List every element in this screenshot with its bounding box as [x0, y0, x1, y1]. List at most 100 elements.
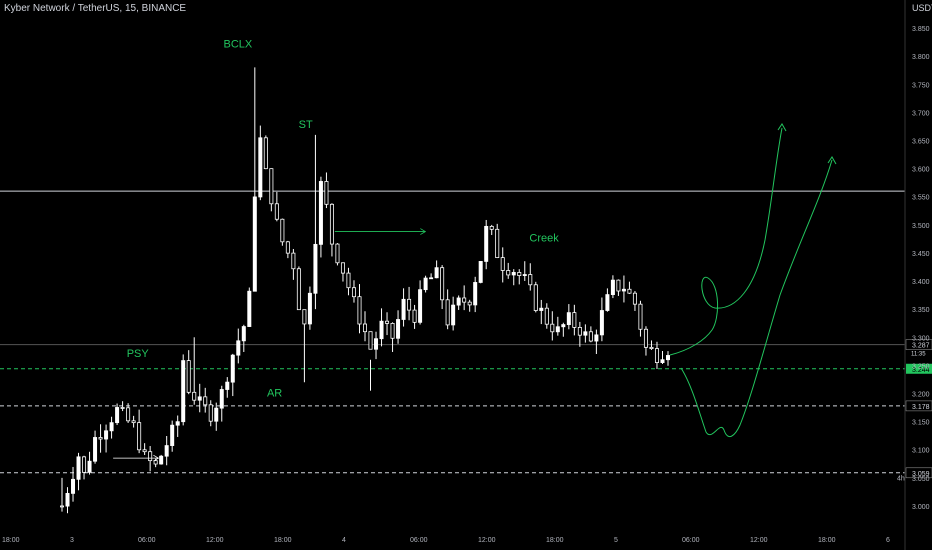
candle-body: [660, 359, 665, 363]
x-tick-label: 4: [342, 537, 346, 544]
candle-body: [379, 320, 384, 340]
level-label-box: [906, 363, 932, 374]
candle-body: [142, 449, 147, 453]
candle-body: [456, 297, 461, 306]
candle-body: [230, 354, 235, 383]
level-label: 3.287: [912, 343, 930, 350]
x-tick-label: 06:00: [410, 537, 428, 544]
candle-body: [407, 298, 412, 311]
candle-body: [517, 272, 522, 276]
candle-body: [203, 396, 208, 406]
level-label-box: [905, 400, 932, 412]
candle-body: [539, 307, 544, 311]
candle-body: [285, 241, 290, 254]
candle-body: [291, 252, 296, 270]
candle-body: [478, 261, 483, 283]
candle-body: [104, 430, 109, 440]
candle-body: [390, 322, 395, 339]
candle-body: [550, 323, 555, 333]
y-tick-label: 3.300: [912, 335, 930, 342]
candle-body: [594, 334, 599, 342]
x-tick-label: 3: [70, 537, 74, 544]
y-tick-label: 3.000: [912, 504, 930, 511]
candle-body: [495, 228, 500, 259]
annotation-labels: BCLX ST PSY AR Creek 4h: [127, 39, 905, 483]
candle-body: [616, 279, 621, 292]
candle-body: [181, 360, 186, 423]
candle-body: [329, 203, 334, 245]
candle-body: [241, 326, 246, 342]
chart-title: Kyber Network / TetherUS, 15, BINANCE: [4, 3, 187, 14]
candle-body: [434, 267, 439, 279]
candle-body: [335, 243, 340, 264]
candle-body: [357, 296, 362, 325]
candle-body: [346, 272, 351, 289]
y-tick-label: 3.700: [912, 110, 930, 117]
annotation-arrows: [113, 228, 427, 462]
candle-body: [236, 340, 241, 356]
candle-body: [412, 309, 417, 323]
candle-body: [423, 277, 428, 291]
annotation-label: ST: [299, 119, 313, 131]
x-tick-label: 12:00: [206, 537, 224, 544]
arrow-head-icon: [420, 228, 427, 235]
candle-body: [396, 319, 401, 339]
candle-body: [583, 331, 588, 336]
countdown-label: 11:35: [911, 352, 926, 358]
candle-body: [192, 391, 197, 401]
y-tick-label: 3.150: [912, 420, 930, 427]
candle-body: [186, 360, 191, 393]
arrow-head-icon: [777, 123, 787, 132]
candle-body: [175, 421, 180, 426]
candle-body: [506, 270, 511, 276]
candle-body: [445, 299, 450, 326]
projection-curve-bullish: [669, 127, 783, 356]
arrow-head-icon: [153, 454, 160, 462]
candle-body: [258, 137, 263, 198]
y-tick-label: 3.200: [912, 392, 930, 399]
y-tick-label: 3.450: [912, 251, 930, 258]
y-tick-label: 3.100: [912, 448, 930, 455]
candle-body: [60, 505, 65, 508]
candle-body: [302, 309, 307, 325]
candle-body: [649, 346, 654, 350]
candle-body: [153, 460, 158, 465]
x-tick-label: 6: [886, 537, 890, 544]
candle-body: [274, 203, 279, 220]
candle-body: [654, 348, 659, 363]
candle-body: [98, 437, 103, 440]
candle-body: [368, 331, 373, 350]
candle-body: [632, 292, 637, 305]
x-tick-label: 18:00: [2, 537, 20, 544]
candle-body: [159, 455, 164, 465]
candle-body: [451, 304, 456, 326]
candle-body: [296, 268, 301, 311]
candle-body: [462, 297, 467, 303]
candle-body: [566, 312, 571, 325]
candle-body: [418, 289, 423, 323]
y-tick-label: 3.550: [912, 195, 930, 202]
horizontal-levels: 3.287 3.244 3.178 3.059 11:35: [0, 190, 932, 479]
candle-body: [131, 420, 136, 424]
projection-curve-shakeout: [680, 159, 833, 438]
candle-body: [500, 257, 505, 271]
candle-body: [280, 218, 285, 243]
candles: [60, 67, 671, 514]
candle-body: [362, 323, 367, 333]
candle-body: [252, 196, 257, 292]
y-tick-label: 3.500: [912, 223, 930, 230]
candle-body: [528, 274, 533, 286]
candle-body: [572, 312, 577, 328]
candle-body: [555, 326, 560, 333]
level-label: 3.059: [912, 471, 930, 478]
candle-body: [643, 328, 648, 348]
candle-body: [511, 272, 516, 276]
level-label-box: [905, 339, 932, 350]
y-tick-label: 3.400: [912, 279, 930, 286]
x-tick-label: 12:00: [750, 537, 768, 544]
candle-body: [588, 331, 593, 342]
candle-body: [340, 262, 345, 274]
candle-body: [87, 460, 92, 473]
candle-body: [489, 225, 494, 230]
